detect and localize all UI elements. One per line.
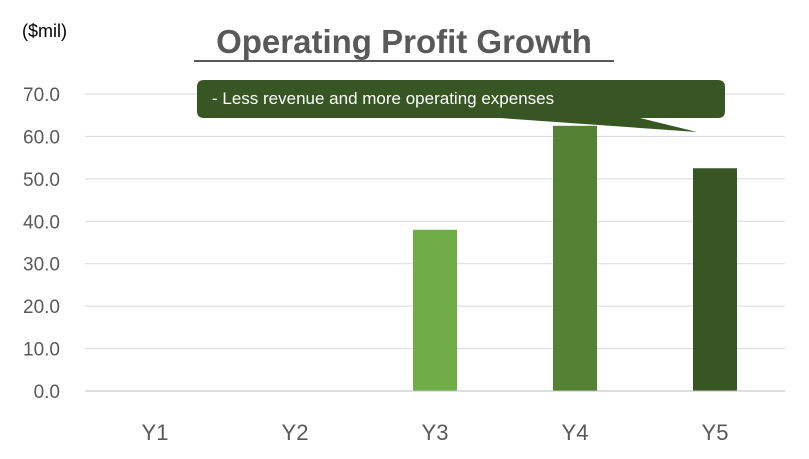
x-category-label-y5: Y5 [702, 420, 729, 445]
bar-y4 [553, 125, 597, 392]
y-tick-label: 0.0 [34, 382, 60, 403]
x-category-label-y4: Y4 [562, 420, 589, 445]
y-tick-label: 40.0 [23, 212, 60, 233]
y-tick-label: 10.0 [23, 340, 60, 361]
callout-text: - Less revenue and more operating expens… [212, 89, 554, 108]
bars [413, 125, 737, 392]
x-category-label-y1: Y1 [142, 420, 169, 445]
annotation-callout: - Less revenue and more operating expens… [197, 80, 725, 132]
y-tick-label: 60.0 [23, 127, 60, 148]
y-tick-label: 30.0 [23, 255, 60, 276]
y-tick-label: 20.0 [23, 297, 60, 318]
chart-title: Operating Profit Growth [216, 23, 592, 60]
x-category-label-y2: Y2 [282, 420, 309, 445]
bar-y3 [413, 229, 457, 391]
bar-y5 [693, 168, 737, 391]
y-axis-tick-labels: 0.0 10.0 20.0 30.0 40.0 50.0 60.0 70.0 [23, 85, 60, 403]
y-tick-label: 50.0 [23, 170, 60, 191]
x-category-label-y3: Y3 [422, 420, 449, 445]
y-tick-label: 70.0 [23, 85, 60, 106]
callout-bubble [197, 80, 725, 132]
x-axis-category-labels: Y1 Y2 Y3 Y4 Y5 [142, 420, 729, 445]
unit-label: ($mil) [22, 21, 67, 41]
